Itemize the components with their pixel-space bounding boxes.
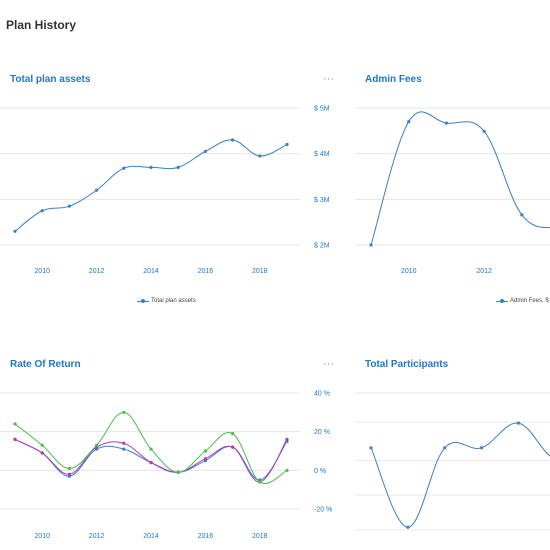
series-line [370, 111, 550, 246]
more-options-icon[interactable]: ··· [323, 358, 334, 370]
data-point[interactable] [67, 204, 71, 208]
legend-marker-icon [496, 298, 508, 304]
data-point[interactable] [406, 525, 410, 529]
rate-of-return-panel: Rate Of Return ··· -20 % 0 % 20 % 40 % 2010 2… [0, 345, 345, 550]
total-plan-assets-panel: Total plan assets ··· $ 2M $ 3M $ 4M $ 5M 20… [0, 60, 345, 320]
data-point[interactable] [482, 129, 486, 133]
data-point[interactable] [149, 461, 153, 465]
y-tick-label: $ 2M [314, 243, 330, 250]
x-tick-label: 2014 [143, 268, 159, 275]
data-point[interactable] [95, 188, 99, 192]
x-tick-label: 2012 [89, 268, 105, 275]
y-tick-label: $ 3M [314, 197, 330, 204]
legend-label: Total plan assets [151, 298, 196, 304]
panel-title: Total Participants [365, 359, 449, 370]
x-tick-label: 2016 [198, 268, 214, 275]
chart-legend: Admin Fees, $ [496, 298, 549, 304]
x-tick-label: 2010 [34, 268, 50, 275]
data-point[interactable] [40, 209, 44, 213]
page-title: Plan History [6, 18, 77, 32]
y-tick-label: 0 % [314, 468, 326, 475]
data-point[interactable] [285, 437, 289, 441]
data-point[interactable] [369, 446, 373, 450]
data-point[interactable] [122, 410, 126, 414]
data-point[interactable] [231, 445, 235, 449]
y-tick-label: $ 5M [314, 106, 330, 113]
data-point[interactable] [122, 447, 126, 451]
data-point[interactable] [231, 432, 235, 436]
data-point[interactable] [13, 229, 17, 233]
total-plan-assets-chart: $ 2M $ 3M $ 4M $ 5M 2010 2012 2014 2016 2018 [0, 106, 330, 275]
data-point[interactable] [203, 449, 207, 453]
data-point[interactable] [149, 165, 153, 169]
x-tick-label: 2018 [252, 268, 268, 275]
x-tick-label: 2010 [401, 268, 417, 275]
series-line [14, 438, 288, 483]
more-options-icon[interactable]: ··· [323, 73, 334, 85]
data-point[interactable] [285, 142, 289, 147]
data-point[interactable] [67, 472, 71, 476]
legend-label: Admin Fees, $ [510, 298, 549, 304]
total-participants-panel: Total Participants [355, 345, 550, 550]
data-point[interactable] [444, 121, 449, 125]
data-point[interactable] [258, 480, 262, 484]
x-tick-label: 2012 [476, 268, 492, 275]
legend-marker-icon [137, 298, 149, 304]
panel-title: Total plan assets [10, 74, 91, 85]
data-point[interactable] [40, 443, 44, 447]
data-point[interactable] [258, 154, 262, 158]
chart-legend: Total plan assets [137, 298, 196, 304]
data-point[interactable] [122, 441, 126, 445]
series-line [370, 422, 550, 528]
data-point[interactable] [40, 451, 44, 455]
data-point[interactable] [203, 457, 207, 461]
y-tick-label: 20 % [314, 429, 330, 436]
total-participants-chart [355, 392, 550, 531]
panel-title: Rate Of Return [10, 359, 81, 370]
rate-of-return-chart: -20 % 0 % 20 % 40 % 2010 2012 2014 2016 2018 [0, 391, 332, 540]
data-point[interactable] [407, 120, 411, 124]
x-tick-label: 2012 [89, 533, 105, 540]
data-point[interactable] [285, 468, 289, 472]
data-point[interactable] [176, 470, 180, 474]
x-tick-label: 2014 [143, 533, 159, 540]
panel-title: Admin Fees [365, 74, 422, 85]
y-tick-label: $ 4M [314, 151, 330, 158]
x-tick-label: 2018 [252, 533, 268, 540]
data-point[interactable] [369, 243, 373, 247]
x-tick-label: 2010 [34, 533, 50, 540]
data-point[interactable] [95, 443, 99, 447]
data-point[interactable] [13, 422, 17, 426]
x-tick-label: 2016 [198, 533, 214, 540]
y-tick-label: 40 % [314, 391, 330, 398]
data-point[interactable] [516, 421, 521, 425]
data-point[interactable] [479, 446, 484, 450]
y-tick-label: -20 % [314, 507, 332, 514]
data-point[interactable] [203, 149, 207, 153]
data-point[interactable] [67, 466, 71, 470]
data-point[interactable] [443, 446, 447, 450]
data-point[interactable] [231, 138, 235, 142]
data-point[interactable] [122, 166, 126, 170]
data-point[interactable] [520, 213, 524, 217]
data-point[interactable] [149, 447, 153, 451]
data-point[interactable] [13, 437, 17, 441]
data-point[interactable] [176, 165, 180, 169]
